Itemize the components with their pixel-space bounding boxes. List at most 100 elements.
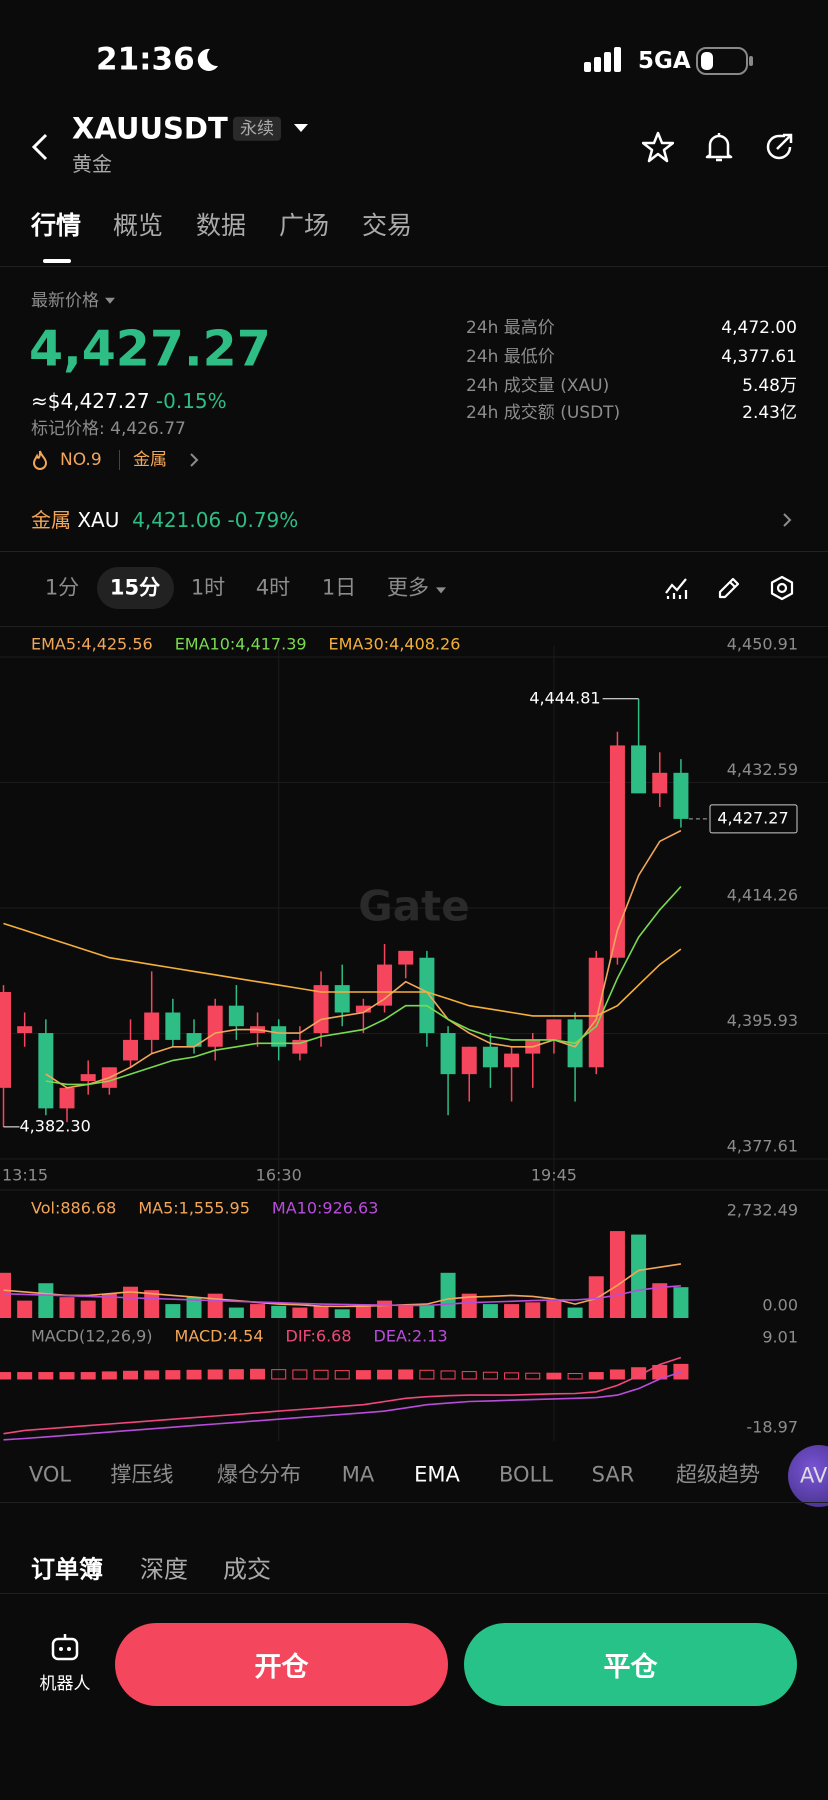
macd-bar: [525, 1372, 541, 1380]
candle-body: [652, 772, 668, 794]
indicator-tab[interactable]: 爆仓分布: [217, 1462, 301, 1487]
macd-bar: [482, 1371, 498, 1380]
share-button[interactable]: [763, 131, 795, 163]
indicator-tab[interactable]: MA: [341, 1462, 375, 1487]
macd-bar: [334, 1370, 350, 1380]
macd-bar: [144, 1370, 160, 1380]
macd-bar: [377, 1369, 393, 1380]
chevron[interactable]: [782, 512, 792, 528]
y-tick-label: 0.00: [762, 1296, 798, 1315]
hot-icon: [32, 450, 48, 470]
sector-tag[interactable]: 金属: [133, 449, 167, 470]
price-row: ≈$4,427.27 -0.15%: [31, 389, 227, 413]
price-label[interactable]: 最新价格: [31, 291, 116, 311]
candle-body: [59, 1087, 75, 1109]
indicator-tab[interactable]: VOL: [28, 1462, 72, 1487]
candle-body: [673, 772, 689, 819]
macd-bar: [588, 1372, 604, 1380]
back-button[interactable]: [28, 132, 52, 162]
kline-chart[interactable]: 4,450.91 4,432.59 4,414.26 4,395.93 4,377.61…: [0, 626, 828, 1466]
legend-label: MA5:1,555.95: [138, 1199, 250, 1218]
indicator-tab[interactable]: 撑压线: [110, 1462, 174, 1487]
volume-bar: [631, 1234, 647, 1318]
last-price: 4,427.27: [29, 320, 271, 378]
volume-bar: [546, 1300, 562, 1318]
volume-bar: [377, 1300, 393, 1318]
interval[interactable]: 1日: [321, 575, 357, 600]
macd-bar: [0, 1372, 11, 1380]
macd-bar: [101, 1371, 117, 1380]
legend-label: MACD:4.54: [175, 1327, 264, 1346]
sector-change: -0.79%: [227, 508, 299, 532]
x-tick-label: 19:45: [531, 1166, 577, 1185]
interval[interactable]: 15分: [109, 575, 161, 600]
divider: [0, 1502, 828, 1503]
volume-bar: [673, 1287, 689, 1318]
volume-bar: [207, 1293, 223, 1318]
indicator-tab[interactable]: BOLL: [499, 1462, 553, 1487]
favorite-button[interactable]: [642, 131, 674, 163]
indicator-tab[interactable]: EMA: [414, 1462, 460, 1487]
candle-body: [482, 1046, 498, 1068]
sector-row[interactable]: 金属 XAU 4,421.06 -0.79%: [31, 508, 298, 532]
volume-bar: [0, 1272, 11, 1318]
indicator-tab[interactable]: 超级趋势: [676, 1462, 760, 1487]
macd-bar: [355, 1370, 371, 1380]
price-label-text: 最新价格: [31, 290, 99, 311]
candle-body: [271, 1026, 287, 1047]
interval[interactable]: 1分: [44, 575, 80, 600]
interval-more[interactable]: 更多: [387, 575, 446, 600]
macd-bar: [609, 1369, 625, 1380]
interval[interactable]: 4时: [255, 575, 291, 600]
indicator-line: [45, 886, 682, 1086]
indicator-tab[interactable]: AV: [800, 1463, 828, 1488]
divider: [0, 1593, 828, 1594]
tab[interactable]: 数据: [196, 211, 247, 240]
close-button[interactable]: 平仓: [464, 1623, 797, 1706]
network: 5GA: [638, 48, 691, 75]
macd-bar: [186, 1369, 202, 1380]
draw-button[interactable]: [716, 575, 742, 601]
macd-bar: [504, 1372, 520, 1380]
open-button[interactable]: 开仓: [115, 1623, 448, 1706]
symbol[interactable]: XAUUSDT: [72, 111, 228, 146]
indicator-line: [3, 1263, 682, 1308]
tab[interactable]: 交易: [362, 211, 413, 240]
candle-body: [80, 1074, 96, 1081]
sector-symbol: XAU: [77, 508, 120, 532]
rank[interactable]: NO.9: [60, 449, 102, 470]
tab[interactable]: 广场: [279, 211, 330, 240]
indicator-tab[interactable]: SAR: [591, 1462, 635, 1487]
orderbook-tab[interactable]: 成交: [223, 1555, 271, 1584]
orderbook-tab[interactable]: 深度: [140, 1555, 188, 1584]
macd-bar: [250, 1368, 266, 1380]
separator: [119, 450, 120, 470]
signal-icon: [584, 47, 621, 72]
settings-button[interactable]: [769, 575, 795, 601]
y-tick-label: 4,395.93: [727, 1011, 798, 1030]
sector-price: 4,421.06: [132, 508, 222, 532]
interval[interactable]: 1时: [190, 575, 226, 600]
usd-price: ≈$4,427.27: [31, 389, 150, 413]
stat-label: 24h 最低价: [466, 346, 555, 367]
volume-bar: [609, 1231, 625, 1318]
macd-bar: [38, 1372, 54, 1380]
volume-bar: [355, 1304, 371, 1318]
indicator-button[interactable]: [664, 575, 690, 601]
volume-bar: [123, 1286, 139, 1318]
candle-body: [0, 991, 11, 1088]
tab[interactable]: 概览: [113, 211, 164, 240]
y-tick-label: 4,377.61: [727, 1137, 798, 1156]
robot-label[interactable]: 机器人: [39, 1673, 91, 1694]
robot-icon[interactable]: [50, 1632, 80, 1662]
orderbook-tab[interactable]: 订单簿: [31, 1555, 103, 1584]
y-tick-label: 4,450.91: [727, 635, 798, 654]
assistant-bubble[interactable]: AV: [786, 1441, 828, 1511]
volume-bar: [17, 1300, 33, 1318]
alert-button[interactable]: [703, 131, 735, 163]
macd-bar: [207, 1369, 223, 1380]
candle-body: [228, 1005, 244, 1027]
tab[interactable]: 行情: [31, 211, 82, 240]
interval-selected-bg: [97, 567, 174, 609]
symbol-dropdown[interactable]: [293, 122, 309, 134]
